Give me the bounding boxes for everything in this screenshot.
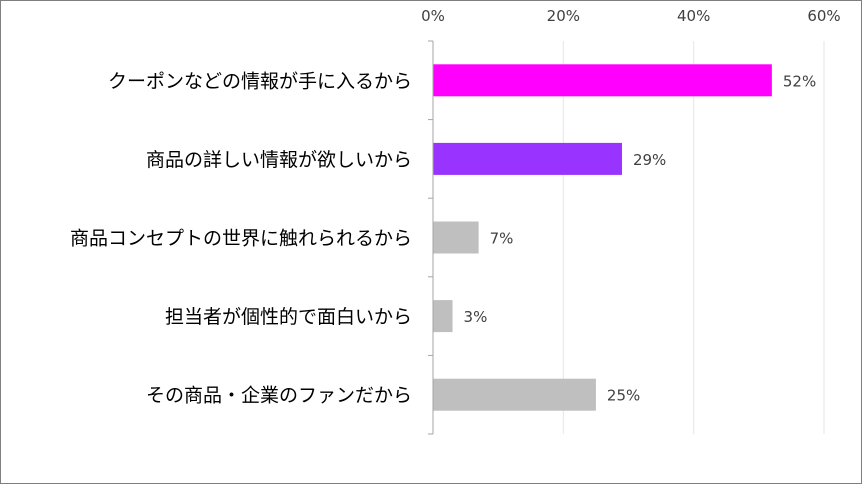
category-label: 商品の詳しい情報が欲しいから <box>146 149 412 171</box>
data-label: 3% <box>464 308 488 326</box>
x-tick-label: 60% <box>807 7 840 25</box>
x-tick-label: 0% <box>421 7 445 25</box>
axes <box>428 40 434 435</box>
category-label: その商品・企業のファンだから <box>146 385 412 407</box>
data-label: 7% <box>490 230 514 248</box>
data-label: 25% <box>607 387 640 405</box>
bar <box>433 300 453 333</box>
bar <box>433 64 772 97</box>
gridlines <box>562 41 825 434</box>
labels: 0% 20% 40% 60% クーポンなどの情報が手に入るから 52% 商品の詳しい情報が欲… <box>70 7 841 407</box>
data-label: 52% <box>783 72 816 90</box>
bar <box>433 221 479 254</box>
bar <box>433 142 622 175</box>
category-label: 商品コンセプトの世界に触れられるから <box>70 228 412 250</box>
bar <box>433 378 596 411</box>
data-label: 29% <box>633 151 666 169</box>
category-label: クーポンなどの情報が手に入るから <box>108 70 412 92</box>
x-tick-label: 20% <box>547 7 580 25</box>
category-label: 担当者が個性的で面白いから <box>165 306 412 328</box>
x-tick-label: 40% <box>677 7 710 25</box>
bars <box>433 64 772 411</box>
